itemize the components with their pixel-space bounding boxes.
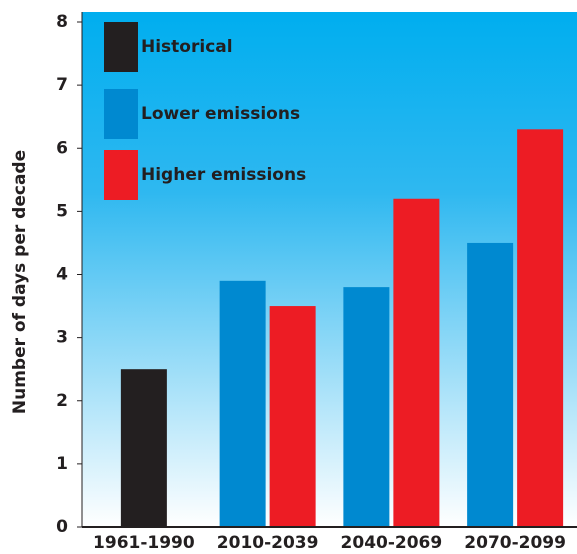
bar (517, 129, 564, 527)
legend-label: Lower emissions (141, 104, 300, 124)
legend-swatch (104, 150, 138, 200)
bar (269, 306, 316, 527)
bar (467, 242, 514, 527)
y-tick-label: 5 (56, 201, 68, 221)
legend-label: Historical (141, 37, 233, 57)
x-tick-label: 2070-2099 (464, 533, 566, 553)
legend-label: Higher emissions (141, 165, 306, 185)
bar (393, 198, 440, 527)
y-tick-label: 2 (56, 391, 68, 411)
y-tick-label: 1 (56, 454, 68, 474)
bar (219, 280, 266, 527)
legend-swatch (104, 22, 138, 72)
y-tick-label: 0 (56, 517, 68, 537)
bar (120, 369, 167, 527)
x-tick-label: 2040-2069 (341, 533, 443, 553)
legend-swatch (104, 89, 138, 139)
y-tick-label: 3 (56, 328, 68, 348)
bar (343, 287, 390, 527)
x-tick-label: 2010-2039 (217, 533, 319, 553)
y-tick-label: 7 (56, 75, 68, 95)
y-tick-label: 6 (56, 138, 68, 158)
y-tick-label: 4 (56, 265, 68, 285)
y-tick-label: 8 (56, 12, 68, 32)
x-tick-label: 1961-1990 (93, 533, 195, 553)
y-axis-label: Number of days per decade (10, 150, 30, 414)
